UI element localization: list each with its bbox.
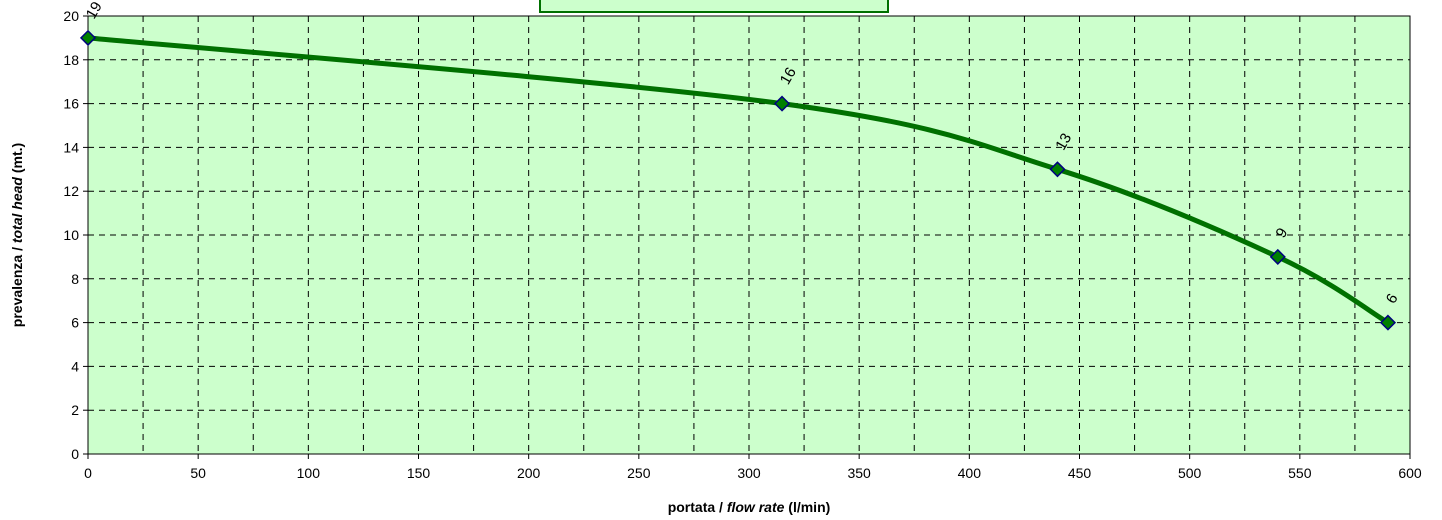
data-label: 16 <box>777 65 800 88</box>
x-tick-label: 400 <box>958 465 982 481</box>
y-tick-label: 14 <box>63 139 79 155</box>
data-point <box>1269 248 1286 265</box>
x-tick-label: 50 <box>190 465 206 481</box>
y-axis-ticks: 0 2 4 6 8 10 12 14 16 18 20 <box>63 8 88 462</box>
x-tick-label: 500 <box>1178 465 1202 481</box>
y-tick-label: 6 <box>71 315 79 331</box>
y-tick-label: 10 <box>63 227 79 243</box>
data-label: 19 <box>83 0 106 22</box>
x-tick-label: 550 <box>1288 465 1312 481</box>
title-box <box>539 0 889 13</box>
x-tick-label: 250 <box>627 465 651 481</box>
y-tick-label: 20 <box>63 8 79 24</box>
data-point <box>79 29 97 46</box>
y-tick-label: 12 <box>63 183 79 199</box>
y-tick-label: 4 <box>71 358 79 374</box>
y-tick-label: 18 <box>63 52 79 68</box>
y-tick-label: 16 <box>63 96 79 112</box>
x-tick-label: 300 <box>737 465 761 481</box>
y-tick-label: 0 <box>71 446 79 462</box>
y-tick-label: 8 <box>71 271 79 287</box>
x-axis-title: portata / flow rate (l/min) <box>668 499 831 515</box>
y-tick-label: 2 <box>71 402 79 418</box>
data-point <box>1379 314 1397 331</box>
grid-lines <box>88 16 1410 454</box>
data-point <box>1049 161 1066 178</box>
x-tick-label: 450 <box>1068 465 1092 481</box>
series-markers <box>79 29 1397 331</box>
x-tick-label: 100 <box>297 465 321 481</box>
x-tick-label: 200 <box>517 465 541 481</box>
data-label: 13 <box>1052 130 1075 153</box>
x-tick-label: 600 <box>1398 465 1422 481</box>
x-tick-label: 150 <box>407 465 431 481</box>
x-axis-ticks: 0 50 100 150 200 250 300 350 400 450 500 550 600 <box>84 454 1422 481</box>
x-tick-label: 350 <box>847 465 871 481</box>
data-point <box>773 95 791 112</box>
x-tick-label: 0 <box>84 465 92 481</box>
y-axis-title: prevalenza / total head (mt.) <box>9 143 25 327</box>
